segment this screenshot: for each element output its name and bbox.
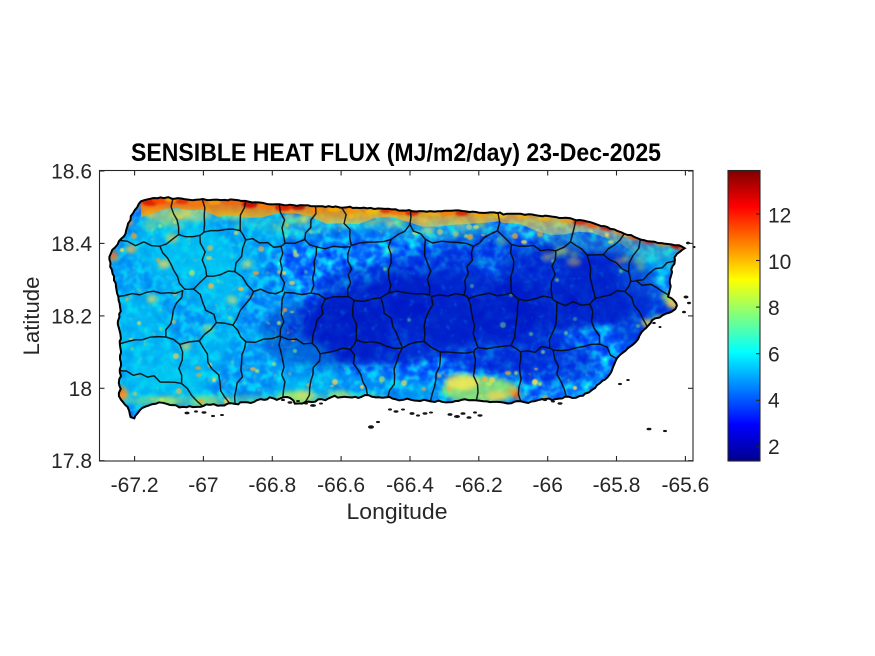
svg-text:-66.8: -66.8 [248, 474, 296, 497]
svg-text:-67.2: -67.2 [111, 474, 159, 497]
svg-text:Longitude: Longitude [347, 499, 448, 524]
svg-text:-65.8: -65.8 [593, 474, 641, 497]
svg-text:10: 10 [768, 251, 791, 274]
svg-text:12: 12 [768, 205, 791, 228]
svg-text:-66.2: -66.2 [455, 474, 503, 497]
svg-text:18.4: 18.4 [51, 233, 92, 256]
svg-text:-66.4: -66.4 [386, 474, 434, 497]
svg-text:-65.6: -65.6 [661, 474, 709, 497]
svg-text:6: 6 [768, 343, 780, 366]
svg-text:-66: -66 [533, 474, 563, 497]
svg-text:18: 18 [69, 378, 92, 401]
svg-text:4: 4 [768, 390, 780, 413]
svg-text:17.8: 17.8 [51, 450, 92, 473]
svg-text:18.2: 18.2 [51, 305, 92, 328]
svg-text:2: 2 [768, 436, 780, 459]
svg-text:8: 8 [768, 297, 780, 320]
svg-text:Latitude: Latitude [19, 277, 44, 356]
svg-text:-66.6: -66.6 [317, 474, 365, 497]
svg-text:18.6: 18.6 [51, 161, 92, 184]
svg-text:SENSIBLE HEAT FLUX (MJ/m2/day): SENSIBLE HEAT FLUX (MJ/m2/day) 23-Dec-20… [131, 139, 661, 167]
svg-text:-67: -67 [188, 474, 218, 497]
